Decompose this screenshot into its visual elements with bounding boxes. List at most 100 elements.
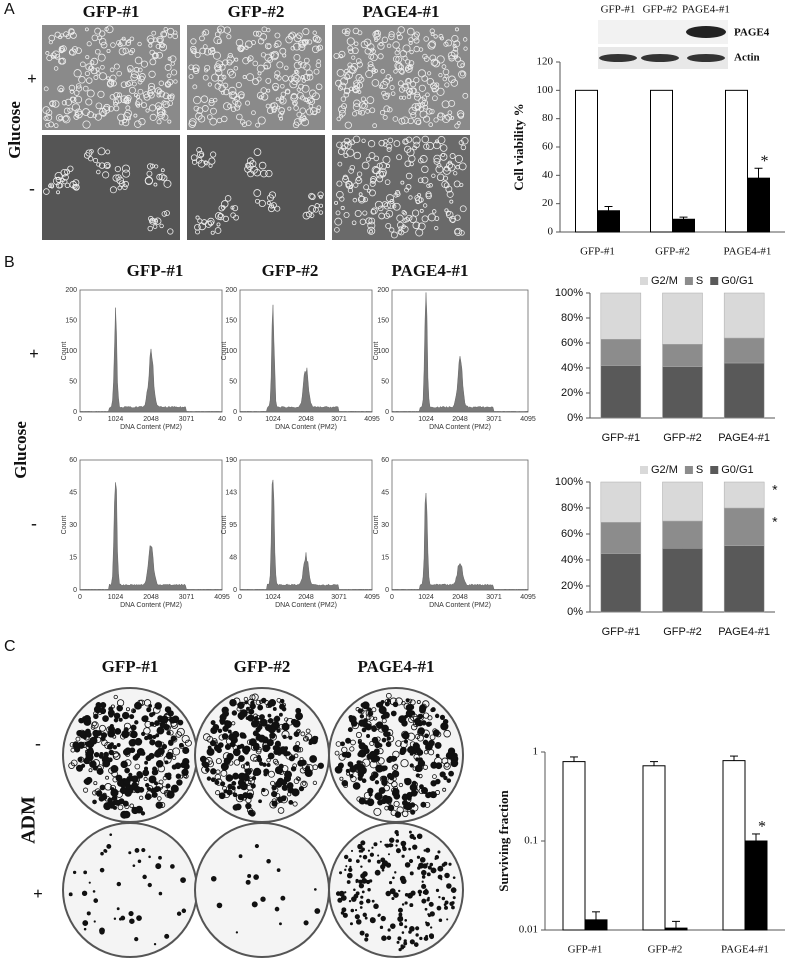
cell xyxy=(213,36,222,45)
x-tick-label: 3071 xyxy=(179,416,195,423)
cell xyxy=(290,93,299,102)
colony xyxy=(413,745,418,751)
cell xyxy=(264,53,273,62)
colony xyxy=(400,916,403,919)
y-tick-label: 100 xyxy=(537,84,554,96)
colony xyxy=(422,712,430,719)
row-title: Glucose xyxy=(11,421,30,479)
cell xyxy=(450,79,459,87)
cell xyxy=(146,35,155,44)
colony xyxy=(416,700,421,704)
cell xyxy=(436,163,442,168)
y-axis-label: Count xyxy=(221,516,228,535)
colony xyxy=(263,772,268,777)
colony xyxy=(393,763,399,769)
colony xyxy=(385,843,390,848)
legend-swatch xyxy=(710,277,719,285)
colony xyxy=(386,698,391,703)
cell xyxy=(443,182,450,189)
colony xyxy=(124,803,130,810)
x-tick-label: GFP-#2 xyxy=(655,246,690,258)
cell xyxy=(86,41,92,47)
cell xyxy=(163,179,172,188)
dish xyxy=(62,822,198,958)
colony xyxy=(155,863,162,870)
cell xyxy=(459,182,464,188)
cell xyxy=(339,82,347,90)
colony xyxy=(365,898,371,904)
cell xyxy=(460,63,465,68)
cell xyxy=(386,146,392,152)
colony xyxy=(129,918,135,924)
cell xyxy=(338,105,347,114)
cell xyxy=(133,66,140,73)
colony xyxy=(349,922,353,926)
colony xyxy=(113,712,121,720)
colony xyxy=(108,712,114,718)
colony xyxy=(232,804,239,811)
cell xyxy=(86,89,95,98)
cell xyxy=(307,39,313,45)
cell xyxy=(106,76,111,81)
colony xyxy=(297,759,305,767)
colony xyxy=(235,794,244,803)
colony xyxy=(210,777,216,783)
cell xyxy=(352,111,358,117)
colony xyxy=(371,899,375,903)
cell xyxy=(343,91,350,98)
colony xyxy=(235,931,239,934)
x-axis-label: DNA Content (PM2) xyxy=(429,602,491,609)
colony xyxy=(260,718,268,727)
legend-swatch xyxy=(710,466,719,474)
cell xyxy=(419,110,428,119)
colony xyxy=(268,699,277,707)
cell xyxy=(436,55,445,64)
colony xyxy=(199,755,207,763)
cell xyxy=(228,70,237,79)
cell xyxy=(292,101,297,106)
cell xyxy=(419,155,428,163)
colony xyxy=(419,706,426,714)
colony xyxy=(81,890,88,896)
colony xyxy=(72,870,77,875)
cell xyxy=(95,67,100,72)
cell xyxy=(341,103,348,110)
cell xyxy=(167,94,175,102)
y-axis-label: Count xyxy=(221,342,228,361)
x-tick-label: GFP-#2 xyxy=(648,944,683,956)
colony xyxy=(384,795,393,805)
colony xyxy=(312,780,318,786)
colony xyxy=(154,702,162,710)
colony xyxy=(364,933,369,938)
cell xyxy=(351,85,359,93)
cell xyxy=(360,40,369,49)
cell xyxy=(131,81,137,87)
cell xyxy=(226,55,235,64)
x-tick-label: 0 xyxy=(78,594,82,601)
cell xyxy=(276,105,281,110)
colony xyxy=(280,895,286,901)
cell xyxy=(138,118,146,126)
cell xyxy=(252,78,260,86)
colony xyxy=(86,748,95,756)
cell xyxy=(359,109,366,116)
legend-label: G2/M xyxy=(651,464,678,476)
x-axis-label: DNA Content (PM2) xyxy=(429,424,491,431)
colony xyxy=(404,901,408,905)
cell xyxy=(253,189,262,197)
colony xyxy=(231,780,237,786)
colony xyxy=(400,740,408,749)
bar-segment xyxy=(600,553,642,613)
colony xyxy=(358,883,365,889)
cell xyxy=(235,81,242,89)
cell xyxy=(402,211,408,216)
colony xyxy=(209,740,217,747)
colony xyxy=(400,716,405,721)
cell xyxy=(369,229,373,234)
cell xyxy=(144,176,153,185)
colony xyxy=(257,717,262,723)
cell xyxy=(433,117,439,123)
cell xyxy=(293,105,299,111)
colony xyxy=(385,741,392,748)
bar-segment xyxy=(662,344,703,367)
